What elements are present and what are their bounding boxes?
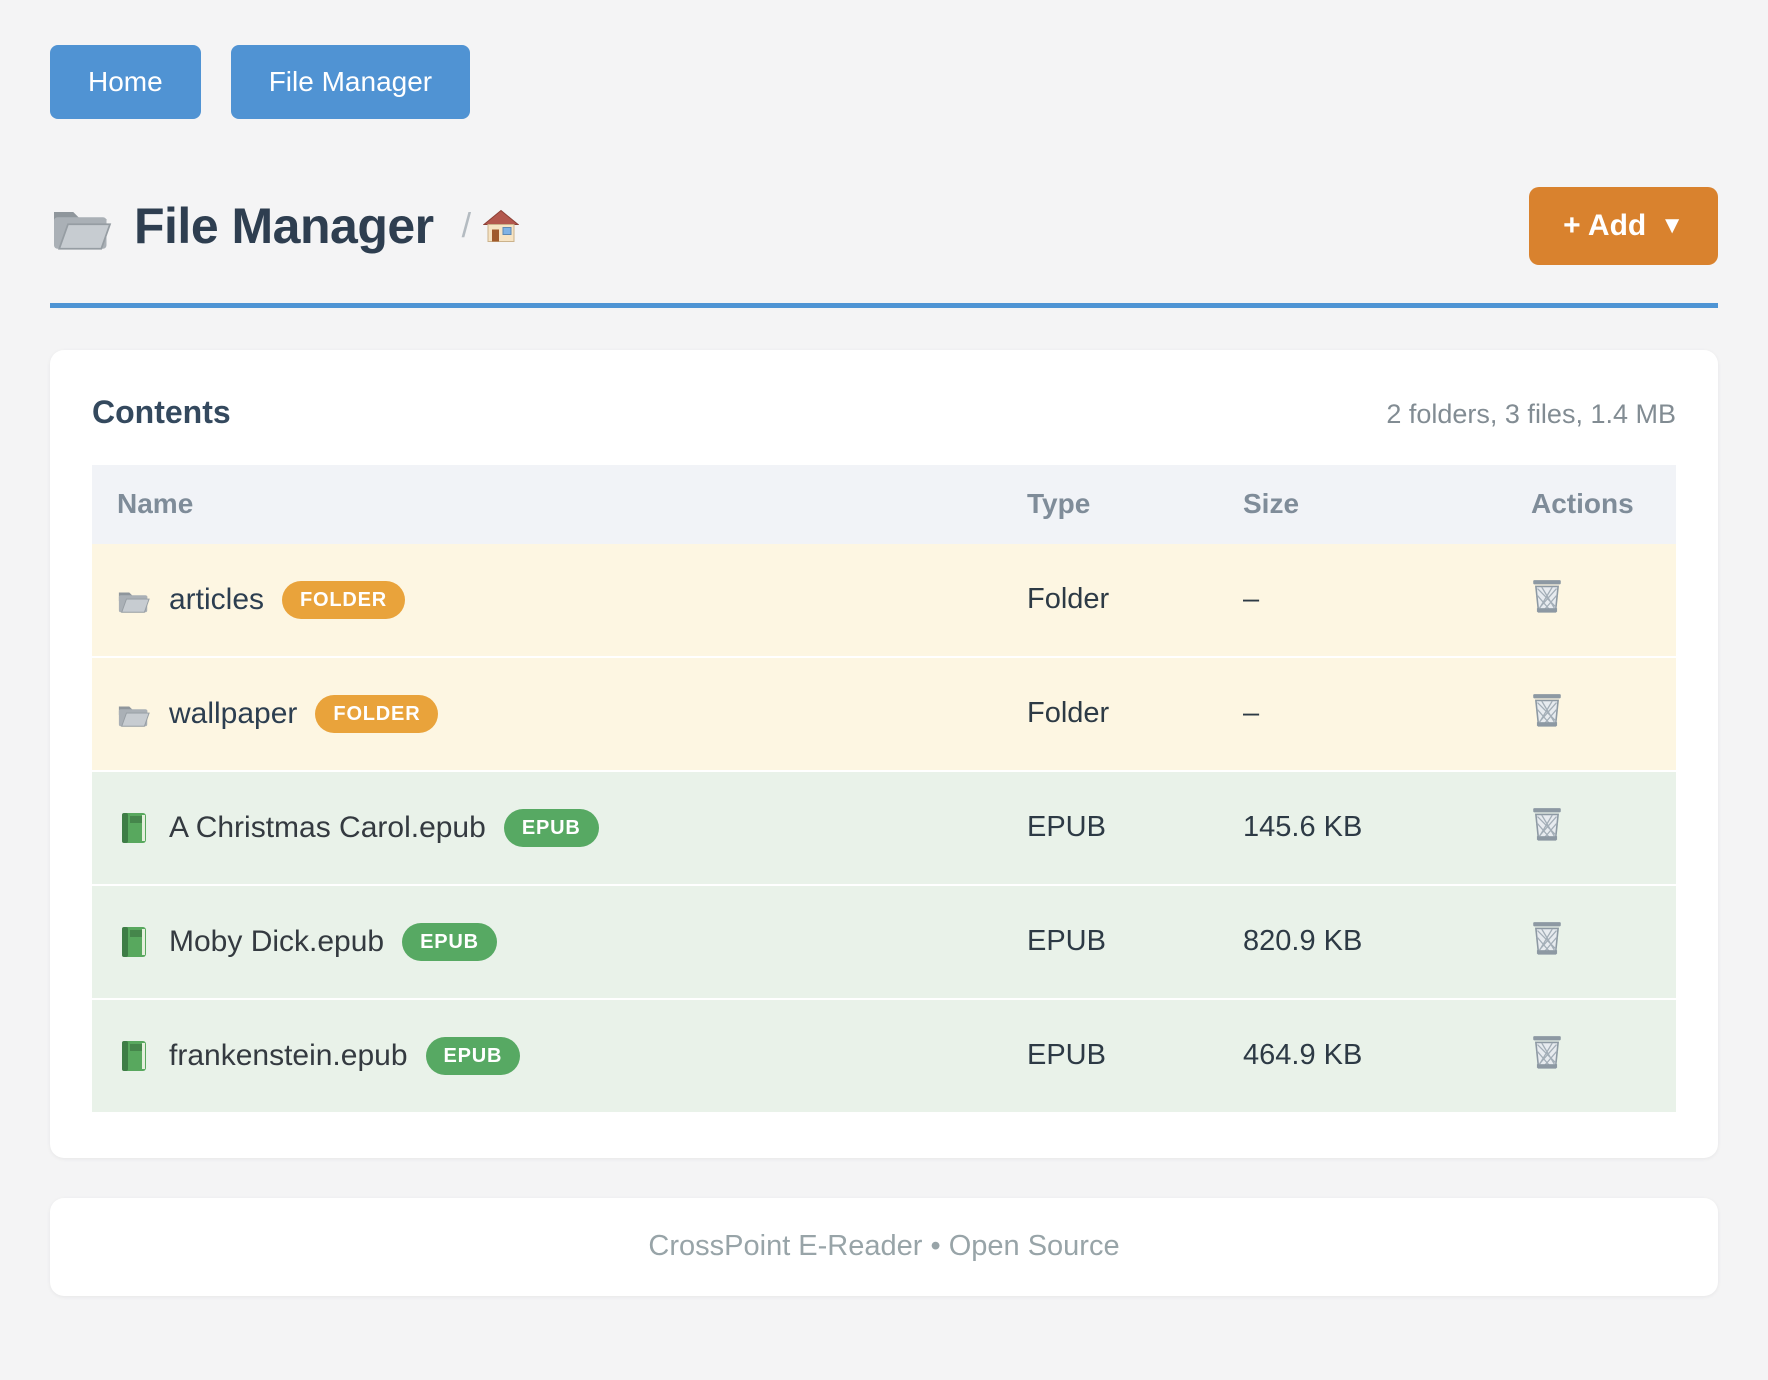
footer-text: CrossPoint E-Reader • Open Source	[648, 1230, 1120, 1263]
footer: CrossPoint E-Reader • Open Source	[50, 1197, 1718, 1296]
delete-button[interactable]	[1531, 806, 1563, 842]
contents-card-header: Contents 2 folders, 3 files, 1.4 MB	[92, 394, 1676, 431]
type-badge: EPUB	[425, 1036, 521, 1075]
contents-card: Contents 2 folders, 3 files, 1.4 MB Name…	[50, 350, 1718, 1158]
column-header-type: Type	[1011, 465, 1241, 544]
breadcrumb-separator: /	[461, 206, 472, 245]
table-row: A Christmas Carol.epub EPUB EPUB 145.6 K…	[92, 771, 1676, 886]
type-badge: FOLDER	[315, 694, 439, 733]
trash-icon	[1532, 921, 1562, 955]
file-name-link[interactable]: wallpaper	[169, 696, 298, 730]
type-cell: Folder	[1011, 657, 1241, 772]
add-button[interactable]: + Add ▼	[1529, 187, 1718, 265]
size-cell: 145.6 KB	[1241, 771, 1511, 886]
column-header-actions: Actions	[1511, 465, 1676, 544]
delete-button[interactable]	[1531, 1034, 1563, 1070]
type-cell: Folder	[1011, 543, 1241, 658]
file-name-link[interactable]: frankenstein.epub	[169, 1038, 408, 1072]
files-table: Name Type Size Actions articles FOLDER F…	[92, 465, 1676, 1114]
folder-icon	[118, 705, 150, 727]
type-cell: EPUB	[1011, 885, 1241, 1000]
green-book-icon	[122, 1040, 146, 1071]
folder-icon	[118, 591, 150, 613]
size-cell: 820.9 KB	[1241, 885, 1511, 1000]
file-name-link[interactable]: Moby Dick.epub	[169, 924, 385, 958]
table-row: articles FOLDER Folder –	[92, 543, 1676, 658]
add-button-label: + Add	[1563, 209, 1647, 242]
type-badge: FOLDER	[282, 580, 406, 619]
table-header-row: Name Type Size Actions	[92, 465, 1676, 544]
delete-button[interactable]	[1531, 692, 1563, 728]
page: Home File Manager File Manager / + Add ▼…	[50, 0, 1718, 1296]
nav-file-manager-button[interactable]: File Manager	[230, 45, 471, 119]
page-title: File Manager	[134, 198, 434, 254]
size-cell: –	[1241, 543, 1511, 658]
folder-icon	[53, 211, 111, 250]
file-name-link[interactable]: articles	[169, 582, 265, 616]
trash-icon	[1532, 1035, 1562, 1069]
column-header-name: Name	[92, 465, 1011, 544]
table-row: wallpaper FOLDER Folder –	[92, 657, 1676, 772]
delete-button[interactable]	[1531, 920, 1563, 956]
table-row: frankenstein.epub EPUB EPUB 464.9 KB	[92, 999, 1676, 1114]
home-icon[interactable]	[483, 209, 519, 243]
header-divider	[50, 303, 1718, 308]
type-cell: EPUB	[1011, 771, 1241, 886]
contents-title: Contents	[92, 394, 231, 430]
table-row: Moby Dick.epub EPUB EPUB 820.9 KB	[92, 885, 1676, 1000]
file-name-link[interactable]: A Christmas Carol.epub	[169, 810, 486, 844]
title-group: File Manager /	[50, 197, 519, 255]
green-book-icon	[122, 926, 146, 957]
breadcrumb: /	[462, 207, 519, 246]
top-nav: Home File Manager	[50, 0, 1718, 119]
type-badge: EPUB	[402, 922, 497, 961]
type-cell: EPUB	[1011, 999, 1241, 1114]
caret-down-icon: ▼	[1660, 212, 1684, 239]
trash-icon	[1532, 579, 1562, 613]
size-cell: 464.9 KB	[1241, 999, 1511, 1114]
green-book-icon	[122, 812, 146, 843]
trash-icon	[1532, 807, 1562, 841]
trash-icon	[1532, 693, 1562, 727]
contents-summary: 2 folders, 3 files, 1.4 MB	[1386, 399, 1676, 429]
nav-home-button[interactable]: Home	[50, 45, 201, 119]
size-cell: –	[1241, 657, 1511, 772]
column-header-size: Size	[1241, 465, 1511, 544]
type-badge: EPUB	[503, 808, 599, 847]
page-header: File Manager / + Add ▼	[50, 187, 1718, 265]
delete-button[interactable]	[1531, 578, 1563, 614]
table-body: articles FOLDER Folder – wallpaper FOLDE…	[92, 543, 1676, 1114]
